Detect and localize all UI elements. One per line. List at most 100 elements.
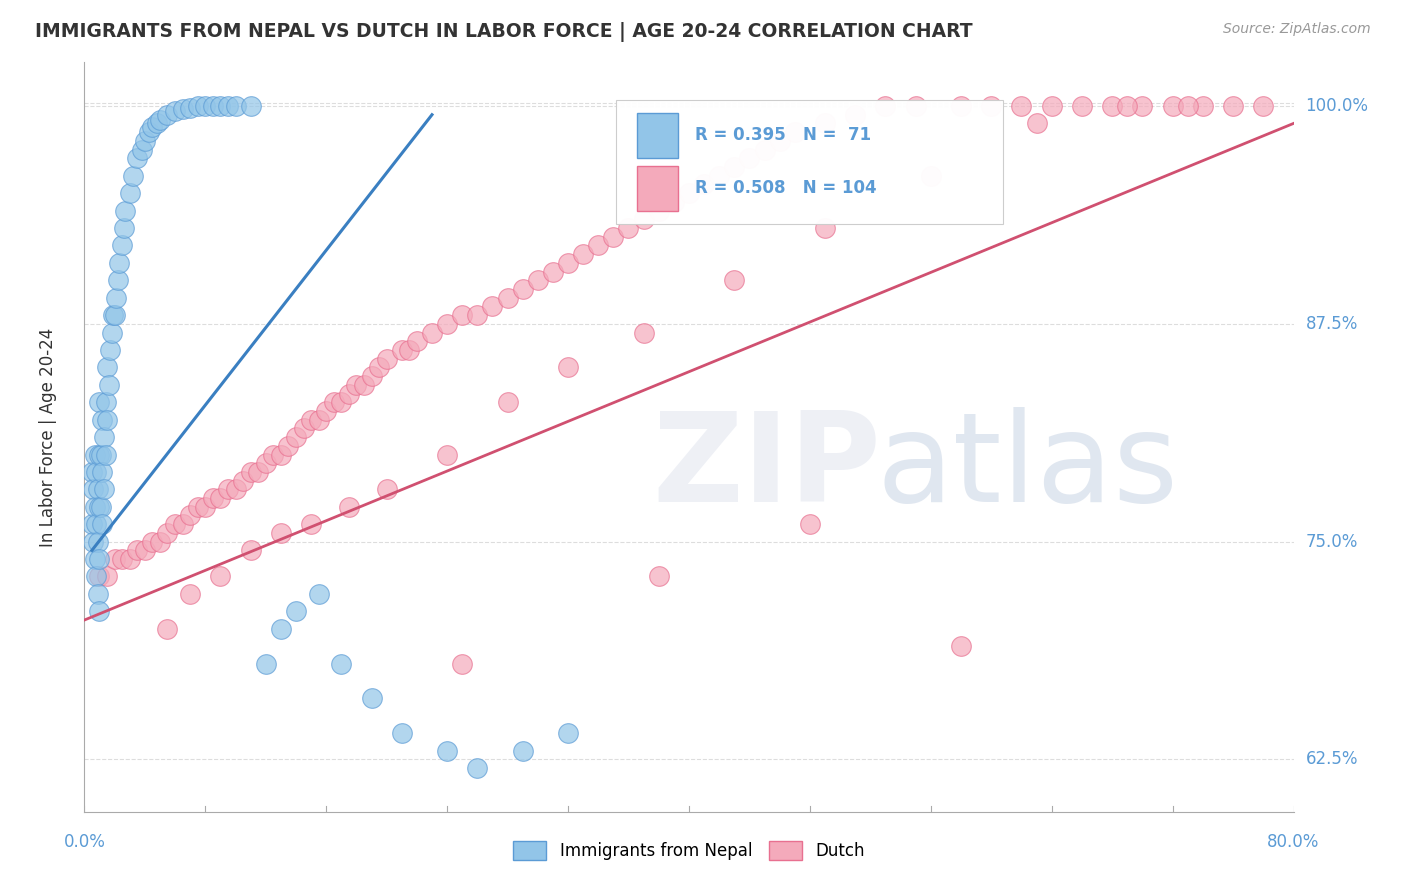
- Point: [406, 334, 429, 349]
- Point: [112, 221, 135, 235]
- Text: Source: ZipAtlas.com: Source: ZipAtlas.com: [1223, 22, 1371, 37]
- Point: [557, 256, 579, 270]
- Point: [89, 569, 111, 583]
- Point: [678, 186, 700, 201]
- Point: [127, 151, 149, 165]
- Point: [91, 517, 114, 532]
- Point: [391, 726, 413, 740]
- Point: [101, 308, 124, 322]
- Point: [285, 430, 308, 444]
- Point: [225, 99, 247, 113]
- Text: 80.0%: 80.0%: [1267, 832, 1320, 851]
- Point: [84, 552, 107, 566]
- Point: [285, 604, 308, 618]
- Point: [467, 761, 489, 775]
- Point: [648, 569, 671, 583]
- Point: [114, 203, 136, 218]
- Point: [187, 500, 209, 514]
- Point: [299, 412, 322, 426]
- Point: [131, 143, 153, 157]
- Point: [93, 483, 115, 497]
- Point: [1161, 99, 1184, 113]
- Point: [557, 360, 579, 375]
- Point: [375, 483, 398, 497]
- Point: [96, 412, 118, 426]
- Point: [217, 483, 239, 497]
- Text: In Labor Force | Age 20-24: In Labor Force | Age 20-24: [39, 327, 58, 547]
- Point: [209, 99, 232, 113]
- Point: [709, 169, 731, 183]
- Point: [97, 377, 120, 392]
- Point: [814, 221, 837, 235]
- Point: [104, 308, 127, 322]
- Point: [172, 103, 194, 117]
- Point: [80, 465, 103, 479]
- Point: [496, 291, 519, 305]
- Point: [89, 395, 111, 409]
- Point: [420, 326, 443, 340]
- Point: [572, 247, 595, 261]
- Point: [89, 604, 111, 618]
- Point: [225, 483, 247, 497]
- Point: [391, 343, 413, 357]
- Point: [146, 116, 169, 130]
- Point: [89, 552, 111, 566]
- Point: [156, 525, 179, 540]
- Point: [239, 543, 262, 558]
- Bar: [637, 112, 678, 158]
- Point: [277, 439, 299, 453]
- Point: [86, 569, 108, 583]
- Text: 100.0%: 100.0%: [1306, 97, 1368, 115]
- Point: [368, 360, 391, 375]
- Point: [467, 308, 489, 322]
- Point: [108, 256, 131, 270]
- Point: [557, 726, 579, 740]
- Text: 62.5%: 62.5%: [1306, 750, 1358, 768]
- Point: [512, 744, 534, 758]
- Point: [451, 308, 474, 322]
- Point: [87, 587, 110, 601]
- Point: [134, 134, 156, 148]
- Point: [118, 186, 141, 201]
- Point: [194, 500, 217, 514]
- Text: 0.0%: 0.0%: [63, 832, 105, 851]
- Point: [156, 108, 179, 122]
- Point: [232, 474, 254, 488]
- Point: [87, 534, 110, 549]
- Point: [84, 500, 107, 514]
- Point: [769, 134, 792, 148]
- Point: [375, 351, 398, 366]
- Point: [1192, 99, 1215, 113]
- Point: [299, 517, 322, 532]
- Point: [950, 639, 973, 653]
- Text: IMMIGRANTS FROM NEPAL VS DUTCH IN LABOR FORCE | AGE 20-24 CORRELATION CHART: IMMIGRANTS FROM NEPAL VS DUTCH IN LABOR …: [35, 22, 973, 42]
- Text: 75.0%: 75.0%: [1306, 533, 1358, 550]
- Point: [134, 543, 156, 558]
- Point: [82, 483, 104, 497]
- Point: [217, 99, 239, 113]
- Point: [89, 448, 111, 462]
- Text: R = 0.508   N = 104: R = 0.508 N = 104: [695, 179, 876, 197]
- Point: [254, 456, 277, 470]
- Point: [723, 273, 745, 287]
- Point: [875, 99, 897, 113]
- Text: atlas: atlas: [876, 407, 1178, 527]
- Point: [308, 587, 330, 601]
- Point: [398, 343, 420, 357]
- Point: [980, 99, 1002, 113]
- Point: [588, 238, 610, 252]
- Point: [1177, 99, 1199, 113]
- Point: [738, 151, 761, 165]
- Point: [93, 430, 115, 444]
- Point: [87, 483, 110, 497]
- Point: [360, 369, 382, 384]
- Point: [179, 508, 201, 523]
- Point: [308, 412, 330, 426]
- Point: [91, 412, 114, 426]
- Point: [96, 569, 118, 583]
- Point: [1011, 99, 1033, 113]
- Point: [91, 465, 114, 479]
- Point: [127, 543, 149, 558]
- FancyBboxPatch shape: [616, 100, 1004, 224]
- Point: [262, 448, 284, 462]
